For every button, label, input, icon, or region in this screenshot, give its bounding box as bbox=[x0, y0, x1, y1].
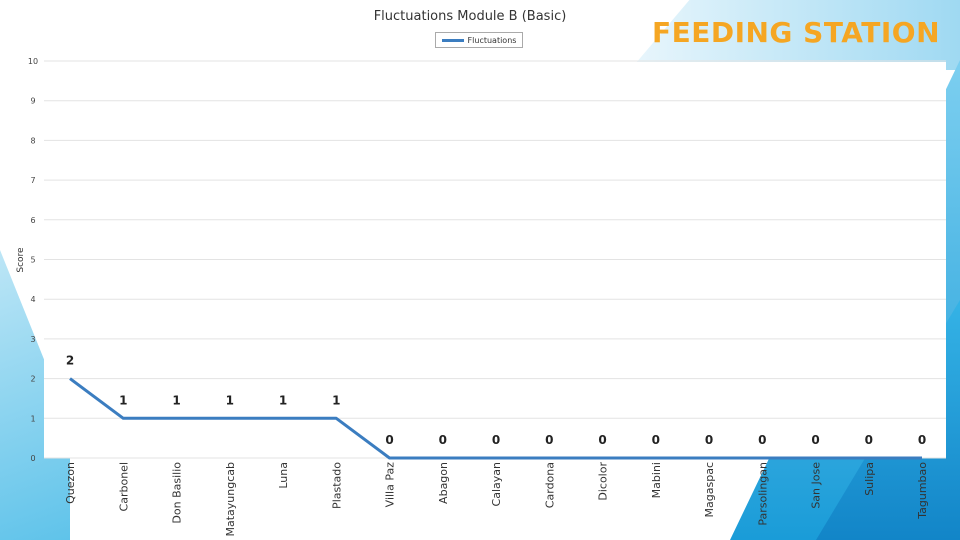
data-label: 1 bbox=[332, 393, 340, 407]
legend-label: Fluctuations bbox=[467, 35, 517, 45]
data-label: 0 bbox=[598, 433, 606, 447]
x-tick-label: Quezon bbox=[64, 462, 77, 504]
x-tick-label: Parsolingan bbox=[756, 462, 769, 526]
data-label: 1 bbox=[226, 393, 234, 407]
data-label: 2 bbox=[66, 354, 74, 368]
data-label: 1 bbox=[119, 393, 127, 407]
data-label: 0 bbox=[439, 433, 447, 447]
x-tick-label: Dicolor bbox=[597, 462, 610, 501]
y-tick-label: 1 bbox=[30, 414, 35, 423]
y-tick-label: 10 bbox=[28, 57, 38, 66]
x-axis-labels: Quezon Carbonel Don Basilio Matayungcab Luna… bbox=[64, 462, 929, 537]
series-line-fluctuations bbox=[69, 377, 922, 460]
x-tick-label: Villa Paz bbox=[384, 462, 397, 508]
chart-title: Fluctuations Module B (Basic) bbox=[373, 9, 567, 24]
data-label: 1 bbox=[279, 393, 287, 407]
x-tick-label: Cardona bbox=[543, 462, 556, 508]
x-tick-label: Sulipa bbox=[863, 462, 876, 496]
x-tick-label: Calayan bbox=[490, 462, 503, 506]
y-axis-ticks: 0 1 2 3 4 5 6 7 8 9 10 bbox=[28, 57, 38, 463]
data-label: 0 bbox=[811, 433, 819, 447]
y-tick-label: 4 bbox=[30, 295, 35, 304]
data-label: 0 bbox=[492, 433, 500, 447]
x-tick-label: Luna bbox=[277, 462, 290, 489]
data-label: 0 bbox=[918, 433, 926, 447]
y-tick-label: 7 bbox=[30, 176, 35, 185]
y-tick-label: 0 bbox=[30, 454, 35, 463]
x-tick-label: San Jose bbox=[810, 462, 823, 509]
x-tick-label: Carbonel bbox=[117, 462, 130, 511]
data-label: 0 bbox=[705, 433, 713, 447]
y-tick-label: 2 bbox=[30, 375, 35, 384]
feeding-station-banner: FEEDING STATION bbox=[651, 16, 940, 49]
data-label: 0 bbox=[758, 433, 766, 447]
x-tick-label: Don Basilio bbox=[171, 462, 184, 524]
data-label: 0 bbox=[545, 433, 553, 447]
y-tick-label: 9 bbox=[30, 97, 35, 106]
data-label: 0 bbox=[385, 433, 393, 447]
legend-swatch bbox=[441, 38, 464, 42]
y-tick-label: 3 bbox=[30, 335, 35, 344]
data-label: 1 bbox=[172, 393, 180, 407]
legend: Fluctuations bbox=[435, 32, 523, 48]
y-axis-label: Score bbox=[16, 247, 26, 273]
x-tick-label: Magaspac bbox=[703, 462, 716, 517]
y-tick-label: 8 bbox=[30, 136, 35, 145]
y-tick-label: 6 bbox=[30, 216, 35, 225]
x-tick-label: Abagon bbox=[437, 462, 450, 504]
data-labels: 2 1 1 1 1 1 0 0 0 0 0 0 0 0 0 0 0 bbox=[66, 354, 926, 447]
x-tick-label: Tagumbao bbox=[916, 462, 929, 520]
y-tick-label: 5 bbox=[30, 256, 35, 265]
data-label: 0 bbox=[652, 433, 660, 447]
x-tick-label: Matayungcab bbox=[224, 462, 237, 537]
x-tick-label: Plastado bbox=[330, 462, 343, 509]
x-tick-label: Mabini bbox=[650, 462, 663, 498]
data-label: 0 bbox=[865, 433, 873, 447]
top-right-accent-shape bbox=[630, 0, 960, 70]
